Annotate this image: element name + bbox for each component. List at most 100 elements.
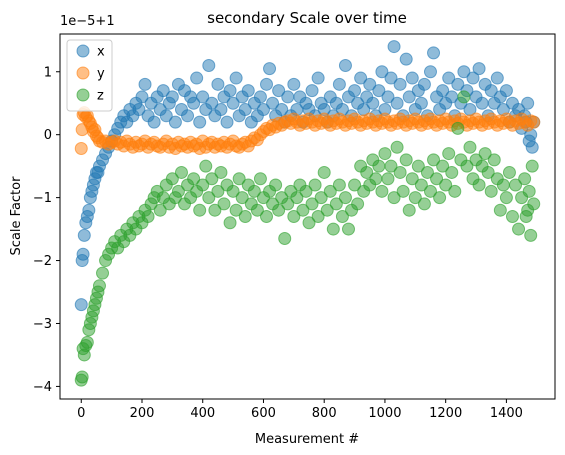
point-z-122 — [423, 184, 437, 198]
point-z-118 — [411, 159, 425, 173]
x-tick-label-1000: 1000 — [368, 406, 401, 421]
point-z-129 — [445, 165, 459, 179]
point-x-44 — [187, 96, 201, 110]
point-z-109 — [384, 159, 398, 173]
x-tick-label-200: 200 — [130, 406, 155, 421]
point-z-156 — [527, 197, 541, 211]
point-z-84 — [308, 178, 322, 192]
point-x-103 — [366, 96, 380, 110]
point-z-13 — [92, 279, 106, 293]
point-x-105 — [372, 84, 386, 98]
point-x-58 — [229, 71, 243, 85]
point-z-108 — [381, 172, 395, 186]
point-x-57 — [226, 96, 240, 110]
point-x-34 — [156, 84, 170, 98]
x-axis-label: Measurement # — [255, 432, 359, 447]
point-z-150 — [509, 178, 523, 192]
point-x-122 — [423, 65, 437, 79]
point-z-114 — [399, 153, 413, 167]
point-z-134 — [460, 159, 474, 173]
point-z-86 — [314, 191, 328, 205]
y-tick-label--3: −3 — [33, 317, 52, 332]
point-x-128 — [442, 71, 456, 85]
legend-label-z: z — [97, 89, 104, 104]
point-z-90 — [326, 222, 340, 236]
point-z-98 — [351, 197, 365, 211]
point-x-106 — [375, 65, 389, 79]
point-x-92 — [332, 77, 346, 91]
point-x-75 — [281, 90, 295, 104]
point-z-126 — [436, 159, 450, 173]
point-x-138 — [472, 62, 486, 76]
legend: xyz — [66, 39, 113, 112]
point-z-110 — [387, 191, 401, 205]
point-x-45 — [190, 71, 204, 85]
point-x-42 — [181, 109, 195, 123]
point-z-56 — [223, 216, 237, 230]
point-z-157 — [525, 159, 539, 173]
point-z-80 — [296, 203, 310, 217]
y-tick-label-1: 1 — [44, 65, 52, 80]
point-z-61 — [238, 210, 252, 223]
point-z-105 — [372, 159, 386, 173]
point-z-104 — [369, 172, 383, 186]
point-x-154 — [521, 96, 535, 110]
x-tick-label-800: 800 — [312, 406, 337, 421]
point-z-94 — [338, 191, 352, 205]
point-x-55 — [220, 115, 234, 129]
point-x-111 — [390, 96, 404, 110]
point-x-108 — [381, 90, 395, 104]
point-z-145 — [493, 203, 507, 217]
point-z-91 — [329, 197, 343, 211]
point-z-106 — [375, 184, 389, 198]
point-z-128 — [442, 147, 456, 161]
point-x-116 — [405, 71, 419, 85]
point-x-52 — [211, 77, 225, 91]
point-x-50 — [205, 96, 219, 110]
point-z-143 — [487, 153, 501, 167]
x-axis: 0 200 400 600 800 1000 1200 1400 — [77, 399, 523, 421]
point-x-120 — [417, 77, 431, 91]
point-z-53 — [214, 165, 228, 179]
point-z-54 — [217, 197, 231, 211]
point-z-119 — [414, 178, 428, 192]
point-z-130 — [448, 184, 462, 198]
point-x-131 — [451, 77, 465, 91]
point-z-140 — [478, 147, 492, 161]
point-z-88 — [320, 203, 334, 217]
point-z-72 — [272, 203, 286, 217]
point-z-66 — [253, 172, 267, 186]
point-z-138 — [472, 178, 486, 192]
chart-title: secondary Scale over time — [207, 9, 407, 27]
point-z-142 — [484, 184, 498, 198]
point-z-33 — [153, 203, 167, 217]
point-z-75 — [281, 197, 295, 211]
point-z-74 — [278, 232, 292, 246]
point-x-97 — [348, 84, 362, 98]
point-x-142 — [484, 84, 498, 98]
point-x-67 — [256, 103, 270, 117]
x-tick-label-400: 400 — [190, 406, 215, 421]
point-x-147 — [499, 84, 513, 98]
point-z-123 — [427, 153, 441, 167]
point-x-3 — [77, 228, 91, 242]
point-x-26 — [132, 103, 146, 117]
y-tick-label--4: −4 — [33, 380, 52, 395]
point-z-50 — [205, 172, 219, 186]
legend-marker-y — [76, 66, 90, 80]
point-z-60 — [235, 191, 249, 205]
point-z-149 — [505, 210, 519, 223]
point-z-47 — [196, 178, 210, 192]
series-y — [74, 106, 541, 156]
point-x-83 — [305, 84, 319, 98]
point-z-146 — [496, 178, 510, 192]
point-z-71 — [269, 178, 283, 192]
point-y-0 — [74, 142, 88, 156]
point-z-151 — [512, 222, 526, 236]
point-z-48 — [199, 159, 213, 173]
point-z-44 — [187, 172, 201, 186]
point-z-29 — [141, 210, 155, 223]
point-x-115 — [402, 90, 416, 104]
point-x-139 — [475, 96, 489, 110]
